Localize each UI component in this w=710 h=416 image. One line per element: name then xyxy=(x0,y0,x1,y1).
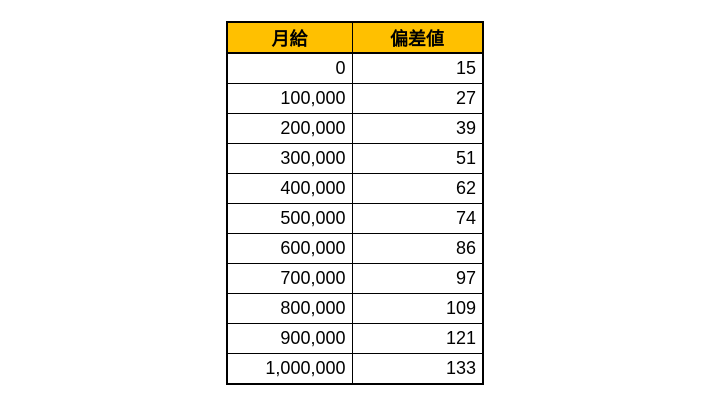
salary-cell: 500,000 xyxy=(226,203,353,234)
table-row: 1,000,000 133 xyxy=(226,353,484,385)
table-row: 200,000 39 xyxy=(226,113,484,144)
table-row: 400,000 62 xyxy=(226,173,484,204)
deviation-cell: 39 xyxy=(351,113,484,144)
deviation-cell: 86 xyxy=(351,233,484,264)
table-row: 100,000 27 xyxy=(226,83,484,114)
deviation-cell: 51 xyxy=(351,143,484,174)
deviation-cell: 27 xyxy=(351,83,484,114)
table-row: 700,000 97 xyxy=(226,263,484,294)
salary-cell: 400,000 xyxy=(226,173,353,204)
salary-deviation-table: 月給 偏差値 0 15 100,000 27 200,000 39 300,00… xyxy=(226,21,484,385)
deviation-cell: 97 xyxy=(351,263,484,294)
table-row: 900,000 121 xyxy=(226,323,484,354)
table-row: 300,000 51 xyxy=(226,143,484,174)
deviation-cell: 133 xyxy=(351,353,484,385)
table-row: 600,000 86 xyxy=(226,233,484,264)
salary-cell: 600,000 xyxy=(226,233,353,264)
salary-cell: 900,000 xyxy=(226,323,353,354)
header-row: 月給 偏差値 xyxy=(226,21,484,54)
salary-cell: 100,000 xyxy=(226,83,353,114)
salary-cell: 700,000 xyxy=(226,263,353,294)
table-row: 800,000 109 xyxy=(226,293,484,324)
column-header-salary: 月給 xyxy=(226,21,353,54)
salary-cell: 200,000 xyxy=(226,113,353,144)
salary-cell: 300,000 xyxy=(226,143,353,174)
deviation-cell: 74 xyxy=(351,203,484,234)
salary-cell: 0 xyxy=(226,52,353,84)
salary-cell: 1,000,000 xyxy=(226,353,353,385)
deviation-cell: 121 xyxy=(351,323,484,354)
column-header-deviation: 偏差値 xyxy=(351,21,484,54)
deviation-cell: 109 xyxy=(351,293,484,324)
deviation-cell: 15 xyxy=(351,52,484,84)
deviation-cell: 62 xyxy=(351,173,484,204)
salary-cell: 800,000 xyxy=(226,293,353,324)
table-row: 500,000 74 xyxy=(226,203,484,234)
table-row: 0 15 xyxy=(226,52,484,84)
